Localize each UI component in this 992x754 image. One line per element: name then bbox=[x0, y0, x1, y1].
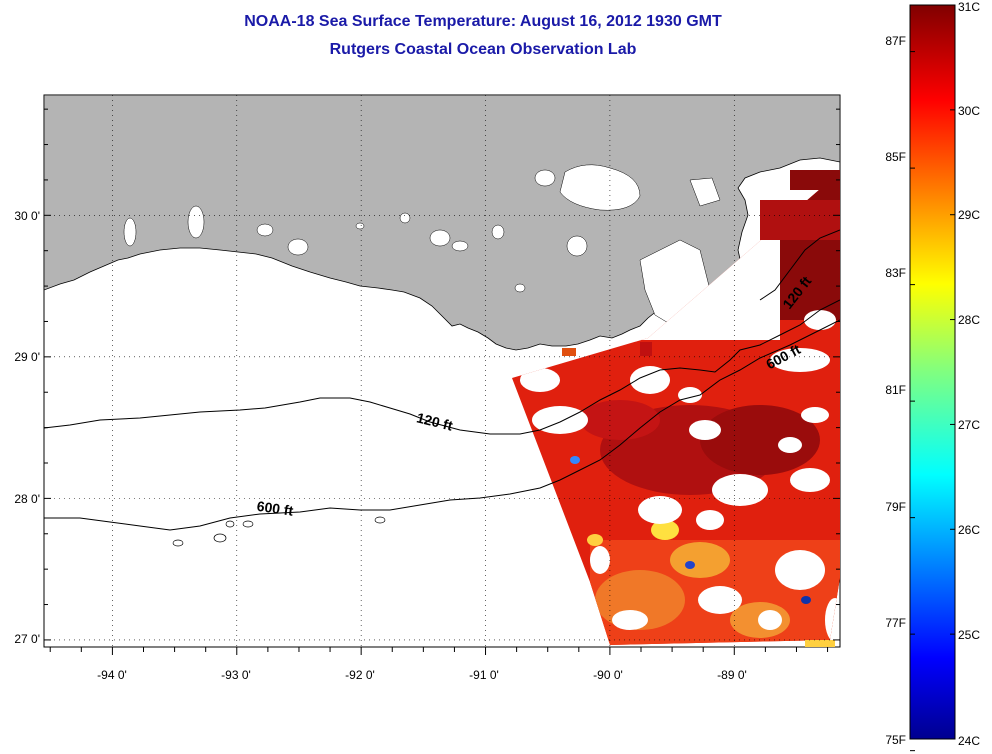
colorbar bbox=[909, 4, 956, 740]
colorbar-f-79: 79F bbox=[885, 500, 906, 514]
sst-patch bbox=[760, 200, 840, 240]
inland-lakes bbox=[123, 164, 721, 331]
lon-label-90: -90 0' bbox=[593, 668, 623, 682]
lat-label-30: 30 0' bbox=[14, 209, 40, 223]
colorbar-c-29: 29C bbox=[958, 208, 981, 222]
colorbar-f-83: 83F bbox=[885, 266, 906, 280]
lat-label-29: 29 0' bbox=[14, 350, 40, 364]
colorbar-f-75: 75F bbox=[885, 733, 906, 747]
sst-patch bbox=[805, 640, 835, 647]
sst-patch bbox=[640, 342, 652, 356]
figure-subtitle: Rutgers Coastal Ocean Observation Lab bbox=[329, 41, 637, 58]
colorbar-c-27: 27C bbox=[958, 418, 981, 432]
lon-label-93: -93 0' bbox=[221, 668, 251, 682]
axis-ticks bbox=[44, 108, 840, 655]
graticule bbox=[44, 95, 840, 647]
lon-label-92: -92 0' bbox=[345, 668, 375, 682]
lon-label-94: -94 0' bbox=[97, 668, 127, 682]
colorbar-f-87: 87F bbox=[885, 34, 906, 48]
contour-120ft bbox=[44, 299, 840, 435]
colorbar-ticks bbox=[910, 4, 955, 752]
figure-title: NOAA-18 Sea Surface Temperature: August … bbox=[244, 13, 722, 30]
colorbar-f-85: 85F bbox=[885, 150, 906, 164]
colorbar-c-28: 28C bbox=[958, 313, 981, 327]
sst-patch bbox=[790, 170, 840, 190]
contour-600ft bbox=[44, 319, 840, 531]
contour-label-600ft: 600 ft bbox=[256, 498, 295, 519]
lon-label-89: -89 0' bbox=[717, 668, 747, 682]
lat-label-27: 27 0' bbox=[14, 632, 40, 646]
sst-patch bbox=[562, 348, 576, 356]
colorbar-c-24: 24C bbox=[958, 734, 981, 748]
land-mass bbox=[44, 95, 840, 356]
colorbar-c-31: 31C bbox=[958, 0, 981, 14]
colorbar-c-26: 26C bbox=[958, 523, 981, 537]
colorbar-c-25: 25C bbox=[958, 628, 981, 642]
colorbar-c-30: 30C bbox=[958, 104, 981, 118]
contour-islets bbox=[172, 516, 386, 547]
contour-120ft-east bbox=[759, 229, 840, 301]
lat-label-28: 28 0' bbox=[14, 492, 40, 506]
colorbar-f-77: 77F bbox=[885, 616, 906, 630]
lon-label-91: -91 0' bbox=[469, 668, 499, 682]
colorbar-f-81: 81F bbox=[885, 383, 906, 397]
